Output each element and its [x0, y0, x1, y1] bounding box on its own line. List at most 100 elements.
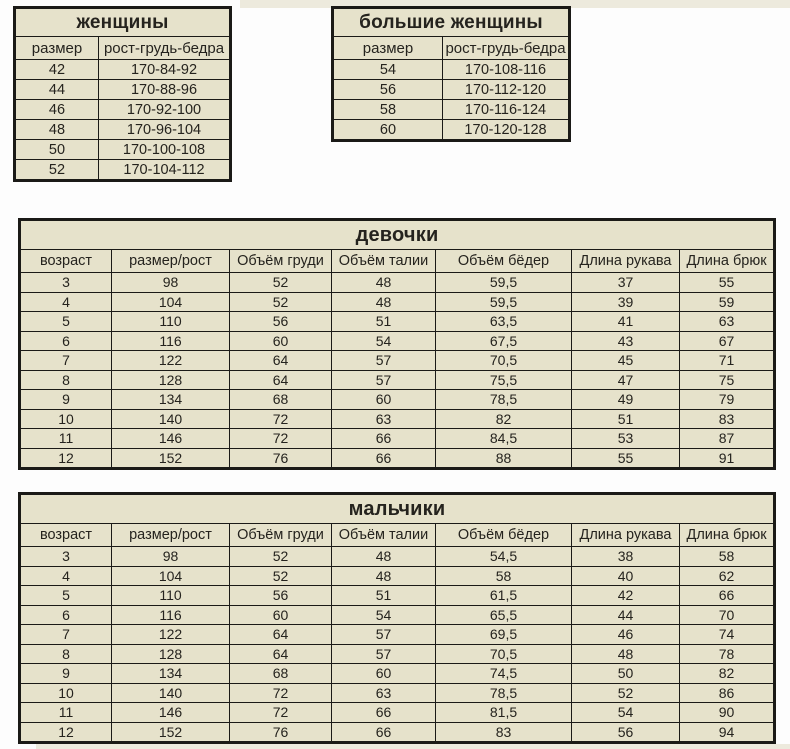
table-cell: 170-84-92	[97, 59, 232, 80]
girls-size-table: девочки возраст размер/рост Объём груди Объ…	[18, 218, 777, 470]
table-cell: 70	[678, 604, 776, 625]
table-cell: 61,5	[435, 585, 572, 606]
table-cell: 49	[571, 389, 680, 410]
table-cell: 67	[678, 330, 776, 351]
table-cell: 170-100-108	[97, 139, 232, 160]
table-cell: 104	[111, 291, 230, 312]
table-cell: 82	[435, 408, 572, 429]
table-row: 8 128 64 57 75,5 47 75	[19, 369, 776, 390]
table-row: 12 152 76 66 83 56 94	[19, 721, 776, 743]
large-women-table-title-row: большие женщины	[331, 7, 571, 37]
table-cell: 8	[19, 369, 112, 390]
table-cell: 170-120-128	[441, 119, 571, 141]
table-cell: 66	[331, 702, 436, 723]
table-cell: 54	[331, 604, 436, 625]
table-cell: 59,5	[435, 291, 572, 312]
column-header: размер	[14, 36, 99, 60]
table-cell: 116	[111, 330, 230, 351]
table-cell: 50	[571, 663, 680, 684]
table-row: 8 128 64 57 70,5 48 78	[19, 643, 776, 664]
table-cell: 66	[331, 428, 436, 449]
table-cell: 54,5	[435, 546, 572, 567]
table-cell: 64	[229, 624, 332, 645]
girls-table-title-row: девочки	[18, 219, 776, 250]
table-cell: 146	[111, 702, 230, 723]
table-cell: 75,5	[435, 369, 572, 390]
table-cell: 134	[111, 389, 230, 410]
table-cell: 64	[229, 369, 332, 390]
table-cell: 12	[19, 721, 112, 743]
table-cell: 152	[111, 447, 230, 469]
table-cell: 98	[111, 272, 230, 293]
column-header: Объём бёдер	[435, 249, 572, 273]
table-cell: 3	[19, 546, 112, 567]
table-cell: 48	[331, 546, 436, 567]
table-row: 58 170-116-124	[332, 99, 571, 120]
table-cell: 116	[111, 604, 230, 625]
table-cell: 76	[229, 721, 332, 743]
table-cell: 10	[19, 682, 112, 703]
column-header: возраст	[19, 249, 112, 273]
table-cell: 60	[331, 663, 436, 684]
table-row: 9 134 68 60 74,5 50 82	[19, 663, 776, 684]
table-cell: 5	[19, 311, 112, 332]
table-cell: 110	[111, 585, 230, 606]
table-cell: 64	[229, 643, 332, 664]
table-cell: 10	[19, 408, 112, 429]
table-cell: 57	[331, 350, 436, 371]
table-cell: 170-108-116	[441, 59, 571, 80]
table-cell: 12	[19, 447, 112, 469]
table-row: 5 110 56 51 61,5 42 66	[19, 585, 776, 606]
boys-table-header-row: возраст размер/рост Объём груди Объём талии…	[19, 523, 776, 547]
table-cell: 48	[331, 272, 436, 293]
table-cell: 52	[14, 159, 99, 181]
table-row: 48 170-96-104	[14, 119, 232, 140]
boys-table-body: 3 98 52 48 54,5 38 58 4 104 52 48 58 40 62 5 110 56 51 61,…	[19, 546, 776, 743]
table-cell: 46	[571, 624, 680, 645]
table-cell: 11	[19, 428, 112, 449]
table-cell: 58	[332, 99, 443, 120]
table-cell: 104	[111, 565, 230, 586]
column-header: Длина брюк	[678, 523, 776, 547]
table-cell: 68	[229, 663, 332, 684]
women-table-title-row: женщины	[13, 7, 232, 37]
table-cell: 51	[331, 311, 436, 332]
table-cell: 58	[678, 546, 776, 567]
large-women-table-body: 54 170-108-116 56 170-112-120 58 170-116-124 6…	[332, 59, 571, 141]
column-header: рост-грудь-бедра	[441, 36, 571, 60]
table-row: 6 116 60 54 67,5 43 67	[19, 330, 776, 351]
large-women-table-header-row: размер рост-грудь-бедра	[332, 36, 571, 60]
table-cell: 43	[571, 330, 680, 351]
table-cell: 11	[19, 702, 112, 723]
table-cell: 4	[19, 565, 112, 586]
table-row: 11 146 72 66 84,5 53 87	[19, 428, 776, 449]
table-cell: 52	[229, 546, 332, 567]
table-cell: 7	[19, 624, 112, 645]
column-header: Объём талии	[331, 523, 436, 547]
boys-table-title-row: мальчики	[18, 493, 776, 524]
column-header: Объём груди	[229, 249, 332, 273]
table-cell: 170-96-104	[97, 119, 232, 140]
table-cell: 50	[14, 139, 99, 160]
table-row: 4 104 52 48 59,5 39 59	[19, 291, 776, 312]
table-cell: 6	[19, 330, 112, 351]
cropped-row-strip-top	[240, 0, 790, 8]
women-size-table: женщины размер рост-грудь-бедра 42 170-84-…	[13, 6, 233, 182]
table-cell: 54	[331, 330, 436, 351]
table-cell: 42	[571, 585, 680, 606]
table-cell: 82	[678, 663, 776, 684]
table-cell: 98	[111, 546, 230, 567]
table-cell: 37	[571, 272, 680, 293]
table-cell: 9	[19, 389, 112, 410]
table-cell: 56	[229, 585, 332, 606]
women-table-body: 42 170-84-92 44 170-88-96 46 170-92-100 48 170-…	[14, 59, 232, 181]
table-cell: 44	[14, 79, 99, 100]
table-cell: 47	[571, 369, 680, 390]
girls-table-title: девочки	[18, 219, 776, 250]
large-women-table-title: большие женщины	[331, 7, 571, 37]
column-header: Длина брюк	[678, 249, 776, 273]
table-cell: 59,5	[435, 272, 572, 293]
table-cell: 122	[111, 350, 230, 371]
table-cell: 75	[678, 369, 776, 390]
table-cell: 170-88-96	[97, 79, 232, 100]
